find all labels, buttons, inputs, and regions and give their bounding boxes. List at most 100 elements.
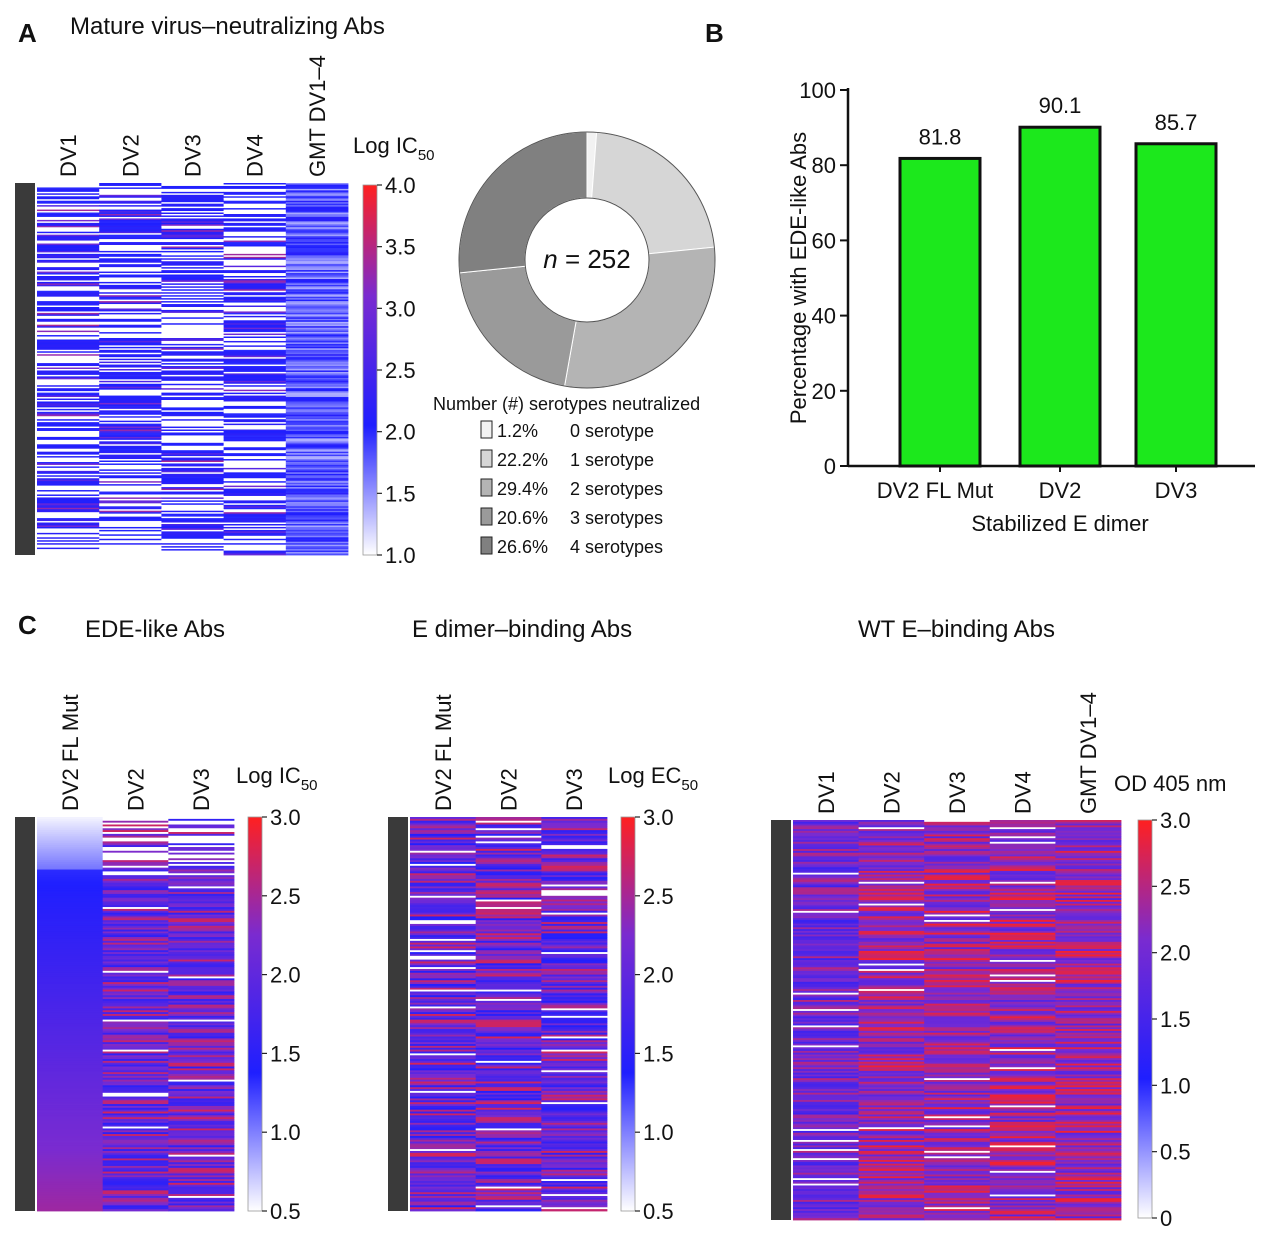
heatmap-cell — [410, 1145, 477, 1148]
heatmap-cell — [989, 1096, 1056, 1099]
colorbar-tick-label: 1.0 — [643, 1120, 674, 1145]
heatmap-cell — [475, 1113, 542, 1116]
heatmap-cell — [285, 380, 349, 383]
bar — [898, 156, 982, 468]
heatmap-cell — [223, 534, 287, 537]
heatmap-cell — [99, 320, 162, 323]
heatmap-cell — [168, 1060, 235, 1064]
heatmap-cell — [99, 401, 162, 404]
heatmap-cell — [161, 469, 224, 472]
heatmap-cell — [989, 998, 1056, 1001]
heatmap-cell — [37, 880, 104, 884]
heatmap-cell — [102, 1089, 169, 1092]
heatmap-cell — [223, 422, 287, 425]
heatmap-cell — [858, 1050, 925, 1054]
heatmap-cell — [99, 287, 162, 290]
heatmap-cell — [924, 1089, 991, 1092]
heatmap-cell — [1055, 1085, 1122, 1088]
heatmap-cell — [99, 432, 162, 435]
heatmap-cell — [102, 895, 169, 899]
heatmap-cell — [37, 215, 100, 218]
heatmap-cell — [285, 537, 349, 540]
heatmap-cell — [1055, 1027, 1122, 1030]
heatmap-cell — [1055, 838, 1122, 841]
heatmap-cell — [989, 840, 1056, 843]
heatmap-cell — [223, 413, 287, 416]
heatmap-cell — [989, 874, 1056, 877]
heatmap-cell — [858, 858, 925, 861]
heatmap-cell — [99, 216, 162, 219]
heatmap-cell — [37, 980, 104, 983]
heatmap-cell — [1055, 956, 1122, 959]
heatmap-cell — [223, 292, 287, 295]
colorbar-tick-label: 2.0 — [643, 963, 674, 988]
heatmap-cell — [924, 1149, 991, 1152]
heatmap-cell — [410, 1055, 477, 1058]
heatmap-cell — [99, 188, 162, 191]
heatmap-cell — [102, 968, 169, 972]
heatmap-cell — [989, 1045, 1056, 1048]
heatmap-cell — [37, 476, 100, 479]
heatmap-cell — [1055, 876, 1122, 879]
heatmap-cell — [37, 1150, 104, 1154]
heatmap-cell — [37, 1120, 104, 1124]
legend-label: 4 serotypes — [570, 537, 663, 557]
heatmap-cell — [793, 1123, 859, 1126]
heatmap-cell — [989, 1165, 1056, 1168]
heatmap-cell — [541, 963, 608, 966]
heatmap-cell — [541, 1104, 608, 1107]
heatmap-cell — [410, 1152, 477, 1156]
heatmap-cell — [37, 228, 100, 231]
heatmap-cell — [858, 1125, 925, 1128]
heatmap-cell — [1055, 1156, 1122, 1159]
heatmap-cell — [37, 420, 100, 423]
heatmap-cell — [223, 509, 287, 512]
heatmap-cell — [168, 976, 235, 979]
heatmap-cell — [37, 451, 100, 454]
colorbar-gradient — [362, 184, 378, 556]
heatmap-cell — [410, 993, 477, 996]
heatmap-cell — [168, 1115, 235, 1118]
heatmap-cell — [102, 1074, 169, 1077]
heatmap-cell — [37, 268, 100, 271]
heatmap-cell — [1055, 832, 1122, 835]
heatmap-cell — [858, 1170, 925, 1174]
heatmap-cell — [410, 918, 477, 921]
heatmap-cell — [161, 215, 224, 218]
heatmap-cell — [223, 485, 287, 488]
heatmap-cell — [223, 271, 287, 274]
heatmap-cell — [285, 351, 349, 354]
heatmap-cell — [1055, 1200, 1122, 1203]
heatmap-cell — [285, 250, 349, 253]
heatmap-cell — [793, 1190, 859, 1194]
heatmap-cell — [99, 318, 162, 321]
heatmap-cell — [99, 361, 162, 364]
heatmap-cell — [102, 843, 169, 846]
heatmap-cell — [858, 970, 925, 974]
heatmap-cell — [410, 908, 477, 912]
heatmap-cell — [37, 494, 100, 497]
heatmap-cell — [989, 1187, 1056, 1190]
heatmap-cell — [989, 958, 1056, 961]
heatmap-cell — [161, 462, 224, 464]
heatmap-cell — [37, 314, 100, 317]
colorbar-tick-label: 1.5 — [643, 1041, 674, 1066]
heatmap-cell — [541, 903, 608, 906]
heatmap-cell — [793, 1005, 859, 1008]
heatmap-cell — [37, 445, 100, 448]
heatmap-cell — [223, 451, 287, 454]
heatmap-cell — [924, 1183, 991, 1186]
heatmap-cell — [989, 834, 1056, 837]
heatmap-cell — [99, 252, 162, 255]
heatmap-cell — [858, 1032, 925, 1035]
heatmap-cell — [858, 1190, 925, 1194]
heatmap-cell — [285, 184, 349, 187]
heatmap-cell — [793, 1012, 859, 1015]
heatmap-cell — [102, 884, 169, 887]
heatmap-cell — [475, 1079, 542, 1082]
heatmap-cell — [223, 445, 287, 448]
heatmap-cell — [410, 1051, 477, 1054]
heatmap-cell — [1055, 1176, 1122, 1179]
heatmap-cell — [37, 817, 104, 820]
heatmap-cell — [285, 315, 349, 318]
